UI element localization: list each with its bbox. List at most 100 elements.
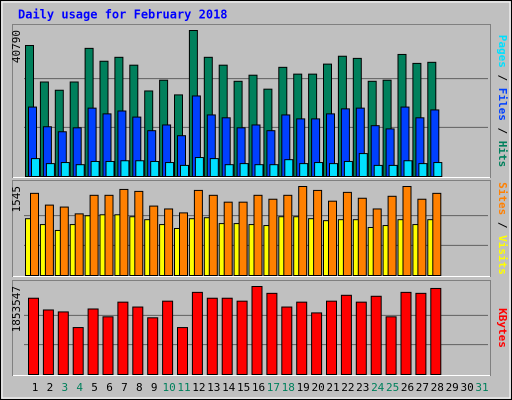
bar bbox=[57, 311, 69, 375]
bar bbox=[268, 198, 278, 276]
bar bbox=[194, 157, 204, 177]
x-tick-label: 10 bbox=[162, 381, 175, 394]
bar bbox=[403, 160, 413, 177]
bar bbox=[266, 292, 278, 375]
bar bbox=[372, 208, 382, 276]
bar bbox=[72, 327, 84, 376]
bar bbox=[177, 327, 188, 376]
x-tick-label: 17 bbox=[267, 381, 280, 394]
bar bbox=[134, 190, 144, 276]
x-tick-label: 19 bbox=[297, 381, 310, 394]
bar bbox=[120, 160, 130, 177]
x-tick-label: 21 bbox=[326, 381, 339, 394]
x-tick-label: 28 bbox=[431, 381, 444, 394]
bar bbox=[370, 295, 382, 375]
bar bbox=[162, 300, 174, 375]
x-tick-label: 30 bbox=[460, 381, 473, 394]
bar bbox=[223, 201, 233, 276]
legend-separator: / bbox=[496, 68, 509, 88]
bar bbox=[28, 297, 39, 375]
x-tick-label: 12 bbox=[192, 381, 205, 394]
bar bbox=[269, 164, 279, 177]
bar bbox=[117, 301, 129, 375]
y-tick-label: 40790 bbox=[10, 30, 23, 63]
bar bbox=[209, 158, 219, 177]
bar bbox=[417, 198, 427, 276]
bar bbox=[296, 301, 308, 375]
x-tick-label: 11 bbox=[177, 381, 190, 394]
bar bbox=[281, 306, 293, 376]
x-tick-label: 27 bbox=[416, 381, 429, 394]
x-tick-label: 18 bbox=[282, 381, 295, 394]
x-tick-label: 8 bbox=[136, 381, 143, 394]
bar bbox=[87, 308, 99, 375]
bar bbox=[342, 191, 352, 277]
legend-entry: Pages bbox=[496, 35, 509, 68]
bar bbox=[221, 297, 233, 375]
bar bbox=[74, 213, 84, 276]
x-tick-label: 9 bbox=[151, 381, 158, 394]
bar bbox=[328, 200, 337, 276]
bar bbox=[311, 312, 323, 376]
bar bbox=[433, 162, 443, 177]
bar bbox=[373, 164, 383, 178]
bar bbox=[284, 159, 294, 177]
x-tick-label: 24 bbox=[371, 381, 385, 394]
legend: Sites / Visits bbox=[496, 182, 509, 275]
legend-entry: Visits bbox=[496, 235, 509, 275]
bar bbox=[90, 160, 100, 177]
bar bbox=[180, 164, 189, 178]
bar bbox=[254, 164, 264, 177]
bar bbox=[165, 162, 175, 177]
bar bbox=[149, 205, 159, 276]
legend-separator: / bbox=[496, 121, 509, 141]
chart-title: Daily usage for February 2018 bbox=[18, 8, 228, 22]
x-tick-label: 16 bbox=[252, 381, 265, 394]
bar bbox=[44, 204, 54, 276]
bar bbox=[132, 306, 144, 376]
x-tick-label: 31 bbox=[475, 381, 488, 394]
x-tick-label: 6 bbox=[106, 381, 113, 394]
bar bbox=[415, 292, 427, 375]
legend: KBytes bbox=[496, 308, 509, 348]
bar bbox=[179, 212, 188, 277]
bar bbox=[326, 300, 337, 375]
legend-entry: Sites bbox=[496, 182, 509, 215]
bar bbox=[385, 316, 397, 375]
bar bbox=[387, 195, 397, 276]
x-tick-label: 13 bbox=[207, 381, 220, 394]
bar bbox=[135, 160, 145, 177]
bar bbox=[283, 194, 293, 277]
bar bbox=[430, 287, 442, 376]
legend: Pages / Files / Hits bbox=[496, 35, 509, 168]
bar bbox=[60, 162, 70, 177]
bar bbox=[236, 300, 248, 375]
x-tick-label: 4 bbox=[76, 381, 83, 394]
bar bbox=[208, 194, 218, 277]
bar bbox=[357, 197, 367, 276]
bar bbox=[224, 164, 234, 177]
legend-entry: KBytes bbox=[496, 308, 509, 348]
y-tick-label: 1545 bbox=[10, 186, 23, 213]
bar bbox=[75, 164, 85, 177]
x-tick-label: 15 bbox=[237, 381, 250, 394]
x-tick-label: 29 bbox=[446, 381, 459, 394]
x-tick-label: 5 bbox=[91, 381, 98, 394]
bar bbox=[30, 192, 39, 276]
bar bbox=[104, 194, 114, 277]
bar bbox=[150, 160, 160, 177]
bar bbox=[239, 163, 249, 177]
bar bbox=[251, 286, 263, 375]
legend-entry: Files bbox=[496, 88, 509, 121]
bar bbox=[400, 291, 412, 375]
bar bbox=[402, 186, 412, 276]
x-tick-label: 2 bbox=[47, 381, 54, 394]
legend-entry: Hits bbox=[496, 141, 509, 168]
bar bbox=[299, 163, 309, 177]
bar bbox=[432, 192, 442, 276]
legend-separator: / bbox=[496, 215, 509, 235]
bar bbox=[343, 160, 353, 177]
bar bbox=[119, 188, 129, 276]
bar bbox=[358, 153, 368, 177]
bar bbox=[355, 301, 367, 375]
